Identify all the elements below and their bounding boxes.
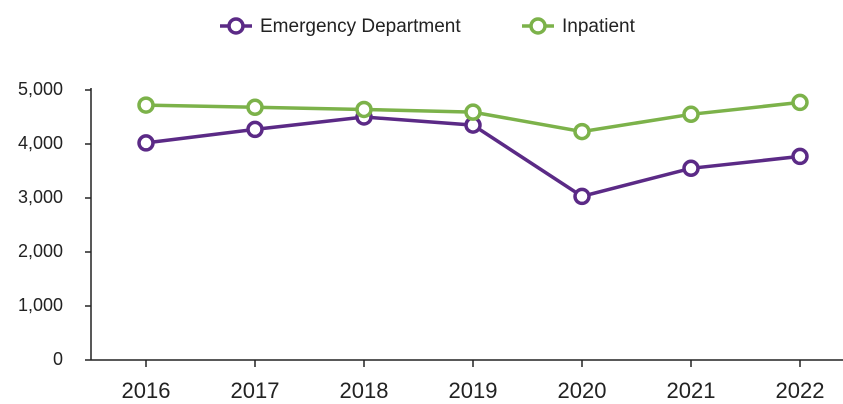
x-tick-label: 2021 [667, 378, 716, 403]
x-tick-label: 2019 [449, 378, 498, 403]
y-tick-label: 0 [53, 349, 63, 369]
legend-label: Emergency Department [260, 16, 461, 37]
point [355, 100, 373, 119]
y-tick-label: 2,000 [18, 241, 63, 261]
point [246, 120, 264, 139]
point [246, 98, 264, 117]
point [791, 147, 809, 166]
x-tick-label: 2022 [776, 378, 825, 403]
point [464, 103, 482, 121]
point [573, 187, 591, 206]
point [137, 134, 155, 152]
legend-marker [529, 17, 547, 35]
point [682, 159, 700, 178]
point [791, 93, 809, 112]
y-tick-label: 5,000 [18, 79, 63, 99]
point [682, 105, 700, 124]
legend: Emergency Department Inpatient [220, 16, 636, 37]
y-tick-label: 4,000 [18, 133, 63, 153]
point [573, 122, 591, 141]
x-tick-label: 2016 [122, 378, 171, 403]
x-tick-label: 2017 [231, 378, 280, 403]
legend-marker [227, 17, 245, 35]
y-tick-label: 1,000 [18, 295, 63, 315]
point [137, 96, 155, 114]
legend-label: Inpatient [562, 16, 636, 37]
y-tick-label: 3,000 [18, 187, 63, 207]
x-tick-label: 2020 [558, 378, 607, 403]
x-tick-label: 2018 [340, 378, 389, 403]
